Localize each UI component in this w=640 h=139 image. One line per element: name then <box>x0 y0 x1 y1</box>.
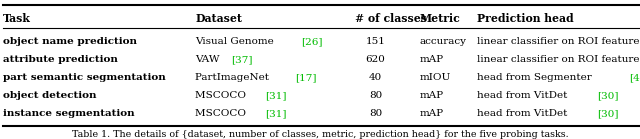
Text: mAP: mAP <box>419 55 444 64</box>
Text: Table 1. The details of {dataset, number of classes, metric, prediction head} fo: Table 1. The details of {dataset, number… <box>72 130 568 139</box>
Text: [31]: [31] <box>265 110 287 118</box>
Text: 80: 80 <box>369 110 382 118</box>
Text: [17]: [17] <box>295 73 316 82</box>
Text: [31]: [31] <box>265 91 287 100</box>
Text: 80: 80 <box>369 91 382 100</box>
Text: [30]: [30] <box>598 110 619 118</box>
Text: 40: 40 <box>369 73 382 82</box>
Text: mAP: mAP <box>419 110 444 118</box>
Text: linear classifier on ROI features: linear classifier on ROI features <box>477 37 640 46</box>
Text: mIOU: mIOU <box>419 73 451 82</box>
Text: PartImageNet: PartImageNet <box>195 73 273 82</box>
Text: 151: 151 <box>365 37 386 46</box>
Text: instance segmentation: instance segmentation <box>3 110 135 118</box>
Text: head from Segmenter: head from Segmenter <box>477 73 595 82</box>
Text: MSCOCO: MSCOCO <box>195 110 250 118</box>
Text: [37]: [37] <box>231 55 253 64</box>
Text: Task: Task <box>3 13 31 24</box>
Text: part semantic segmentation: part semantic segmentation <box>3 73 166 82</box>
Text: linear classifier on ROI features: linear classifier on ROI features <box>477 55 640 64</box>
Text: [30]: [30] <box>598 91 619 100</box>
Text: head from VitDet: head from VitDet <box>477 91 570 100</box>
Text: Dataset: Dataset <box>195 13 242 24</box>
Text: object name prediction: object name prediction <box>3 37 137 46</box>
Text: object detection: object detection <box>3 91 97 100</box>
Text: head from VitDet: head from VitDet <box>477 110 570 118</box>
Text: attribute prediction: attribute prediction <box>3 55 118 64</box>
Text: mAP: mAP <box>419 91 444 100</box>
Text: # of classes: # of classes <box>355 13 428 24</box>
Text: Visual Genome: Visual Genome <box>195 37 277 46</box>
Text: [44]: [44] <box>629 73 640 82</box>
Text: [26]: [26] <box>301 37 323 46</box>
Text: accuracy: accuracy <box>419 37 466 46</box>
Text: 620: 620 <box>365 55 386 64</box>
Text: Metric: Metric <box>419 13 460 24</box>
Text: Prediction head: Prediction head <box>477 13 573 24</box>
Text: VAW: VAW <box>195 55 223 64</box>
Text: MSCOCO: MSCOCO <box>195 91 250 100</box>
